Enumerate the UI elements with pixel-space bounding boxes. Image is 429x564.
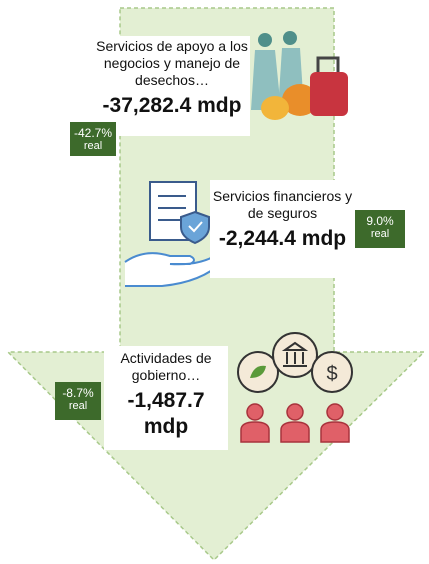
item-label: Servicios financieros y de seguros [212, 188, 353, 221]
travel-icon [251, 31, 348, 120]
svg-text:$: $ [326, 363, 337, 385]
change-note: real [370, 228, 390, 240]
change: -42.7% [73, 126, 113, 140]
change-note: real [68, 400, 88, 412]
item-box: Actividades de gobierno… -1,487.7 mdp [104, 346, 228, 450]
item-box: Servicios financieros y de seguros -2,24… [210, 180, 355, 278]
item-value: -1,487.7 mdp [127, 389, 205, 438]
change-badge: 9.0% real [355, 210, 405, 248]
item-box: Servicios de apoyo a los negocios y mane… [94, 36, 250, 136]
change-badge: -42.7% real [70, 122, 116, 156]
change: -8.7% [62, 386, 94, 400]
change-badge: -8.7% real [55, 382, 101, 420]
finance-icon [124, 181, 226, 287]
change-note: real [83, 140, 103, 152]
change: 9.0% [366, 214, 394, 228]
item-value: -37,282.4 mdp [102, 94, 242, 117]
item-value: -2,244.4 mdp [218, 227, 347, 250]
item-label: Actividades de gobierno… [120, 350, 212, 383]
item-label: Servicios de apoyo a los negocios y mane… [96, 38, 248, 88]
government-icon: $ [237, 332, 353, 443]
